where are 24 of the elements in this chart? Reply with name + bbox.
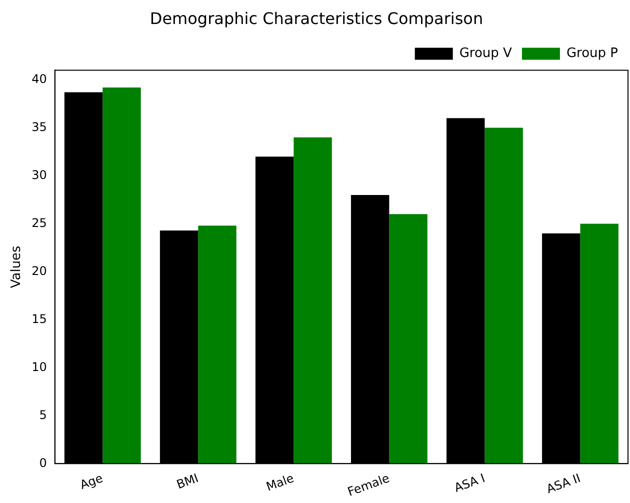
y-tick-label: 15 [32,312,47,326]
legend-label: Group V [459,46,512,62]
y-axis-title: Values [9,245,24,288]
bar [580,224,618,464]
y-tick-label: 20 [32,264,47,278]
chart-title: Demographic Characteristics Comparison [150,8,484,28]
bar [294,137,332,464]
x-tick-label: ASA I [452,470,487,495]
x-tick-label: ASA II [544,470,582,496]
y-tick-label: 25 [32,216,47,230]
bar [198,226,236,464]
y-tick-label: 40 [32,72,47,86]
y-tick-label: 30 [32,168,47,182]
y-tick-label: 5 [39,408,47,422]
x-tick-label: Male [264,470,296,494]
y-tick-label: 10 [32,360,47,374]
x-tick-label: Age [78,470,105,492]
x-tick-label: BMI [174,470,200,492]
bar [389,214,428,464]
bar [102,87,141,464]
y-tick-label: 35 [32,120,47,134]
legend-label: Group P [566,46,618,62]
y-tick-label: 0 [39,456,47,470]
bar [484,128,523,464]
